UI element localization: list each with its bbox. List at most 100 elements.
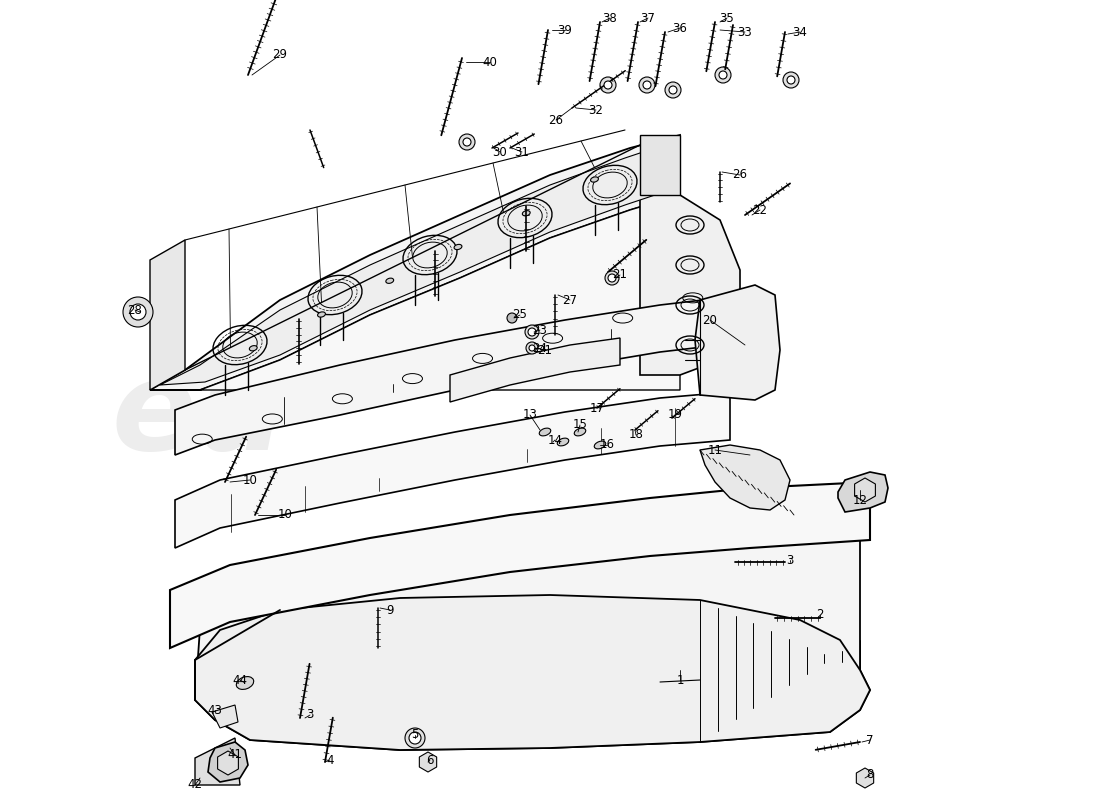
Text: 27: 27 <box>562 294 578 306</box>
Text: eu: eu <box>111 355 285 477</box>
Text: a passion for parts since 1985: a passion for parts since 1985 <box>360 267 630 341</box>
Text: 18: 18 <box>628 429 643 442</box>
Polygon shape <box>150 195 680 390</box>
Circle shape <box>639 77 654 93</box>
Text: 44: 44 <box>232 674 248 686</box>
Text: 14: 14 <box>548 434 562 446</box>
Text: 29: 29 <box>273 49 287 62</box>
Circle shape <box>525 325 539 339</box>
Text: 31: 31 <box>515 146 529 158</box>
Ellipse shape <box>236 677 254 690</box>
Text: 7: 7 <box>867 734 873 746</box>
Ellipse shape <box>318 312 326 317</box>
Text: 3: 3 <box>786 554 794 566</box>
Polygon shape <box>208 742 248 782</box>
Circle shape <box>123 297 153 327</box>
Polygon shape <box>195 487 870 750</box>
Text: 24: 24 <box>532 342 548 354</box>
Circle shape <box>783 72 799 88</box>
Polygon shape <box>150 135 680 390</box>
Text: 39: 39 <box>558 23 572 37</box>
Polygon shape <box>218 751 239 775</box>
Text: 37: 37 <box>640 11 656 25</box>
Polygon shape <box>195 595 870 750</box>
Polygon shape <box>695 285 780 400</box>
Text: 8: 8 <box>867 769 873 782</box>
Text: 34: 34 <box>793 26 807 38</box>
Circle shape <box>719 71 727 79</box>
Polygon shape <box>170 482 870 648</box>
Ellipse shape <box>454 244 462 250</box>
Ellipse shape <box>522 210 530 216</box>
Text: 21: 21 <box>613 269 627 282</box>
Circle shape <box>130 304 146 320</box>
Text: 9: 9 <box>386 603 394 617</box>
Text: 16: 16 <box>600 438 615 451</box>
Text: 22: 22 <box>752 203 768 217</box>
Text: 10: 10 <box>277 509 293 522</box>
Circle shape <box>604 81 612 89</box>
Polygon shape <box>175 392 730 548</box>
Polygon shape <box>175 298 720 455</box>
Circle shape <box>529 345 535 351</box>
Text: 5: 5 <box>411 729 419 742</box>
Text: 11: 11 <box>707 443 723 457</box>
Circle shape <box>715 67 732 83</box>
Text: 41: 41 <box>228 749 242 762</box>
Text: 23: 23 <box>532 323 548 337</box>
Polygon shape <box>450 338 620 402</box>
Circle shape <box>786 76 795 84</box>
Text: 25: 25 <box>513 309 527 322</box>
Text: 38: 38 <box>603 11 617 25</box>
Text: 33: 33 <box>738 26 752 38</box>
Circle shape <box>608 274 616 282</box>
Polygon shape <box>419 752 437 772</box>
Text: 10: 10 <box>243 474 257 486</box>
Ellipse shape <box>558 438 569 446</box>
Text: 3: 3 <box>306 709 313 722</box>
Text: 6: 6 <box>427 754 433 766</box>
Polygon shape <box>150 240 185 390</box>
Circle shape <box>666 82 681 98</box>
Text: 15: 15 <box>573 418 587 431</box>
Ellipse shape <box>539 428 551 436</box>
Text: 20: 20 <box>703 314 717 326</box>
Polygon shape <box>640 195 740 375</box>
Ellipse shape <box>574 428 586 436</box>
Text: 35: 35 <box>719 11 735 25</box>
Polygon shape <box>700 445 790 510</box>
Circle shape <box>605 271 619 285</box>
Circle shape <box>409 732 421 744</box>
Text: 40: 40 <box>483 55 497 69</box>
Text: 13: 13 <box>522 409 538 422</box>
Text: 26: 26 <box>549 114 563 126</box>
Polygon shape <box>160 143 670 385</box>
Circle shape <box>463 138 471 146</box>
Ellipse shape <box>591 177 598 182</box>
Text: 43: 43 <box>208 703 222 717</box>
Circle shape <box>528 328 536 336</box>
Ellipse shape <box>250 346 257 351</box>
Circle shape <box>405 728 425 748</box>
Circle shape <box>526 342 538 354</box>
Circle shape <box>459 134 475 150</box>
Circle shape <box>507 313 517 323</box>
Text: 21: 21 <box>538 343 552 357</box>
Text: 42: 42 <box>187 778 202 791</box>
Polygon shape <box>838 472 888 512</box>
Text: 4: 4 <box>327 754 333 766</box>
Polygon shape <box>195 738 240 785</box>
Polygon shape <box>856 768 873 788</box>
Text: 28: 28 <box>128 303 142 317</box>
Text: 36: 36 <box>672 22 688 34</box>
Ellipse shape <box>594 441 606 449</box>
Text: 12: 12 <box>852 494 868 506</box>
Text: 30: 30 <box>493 146 507 158</box>
Text: 1: 1 <box>676 674 684 686</box>
Polygon shape <box>855 478 876 502</box>
Text: 17: 17 <box>590 402 605 414</box>
Ellipse shape <box>386 278 394 283</box>
Circle shape <box>644 81 651 89</box>
Text: 32: 32 <box>588 103 604 117</box>
Polygon shape <box>640 135 680 195</box>
